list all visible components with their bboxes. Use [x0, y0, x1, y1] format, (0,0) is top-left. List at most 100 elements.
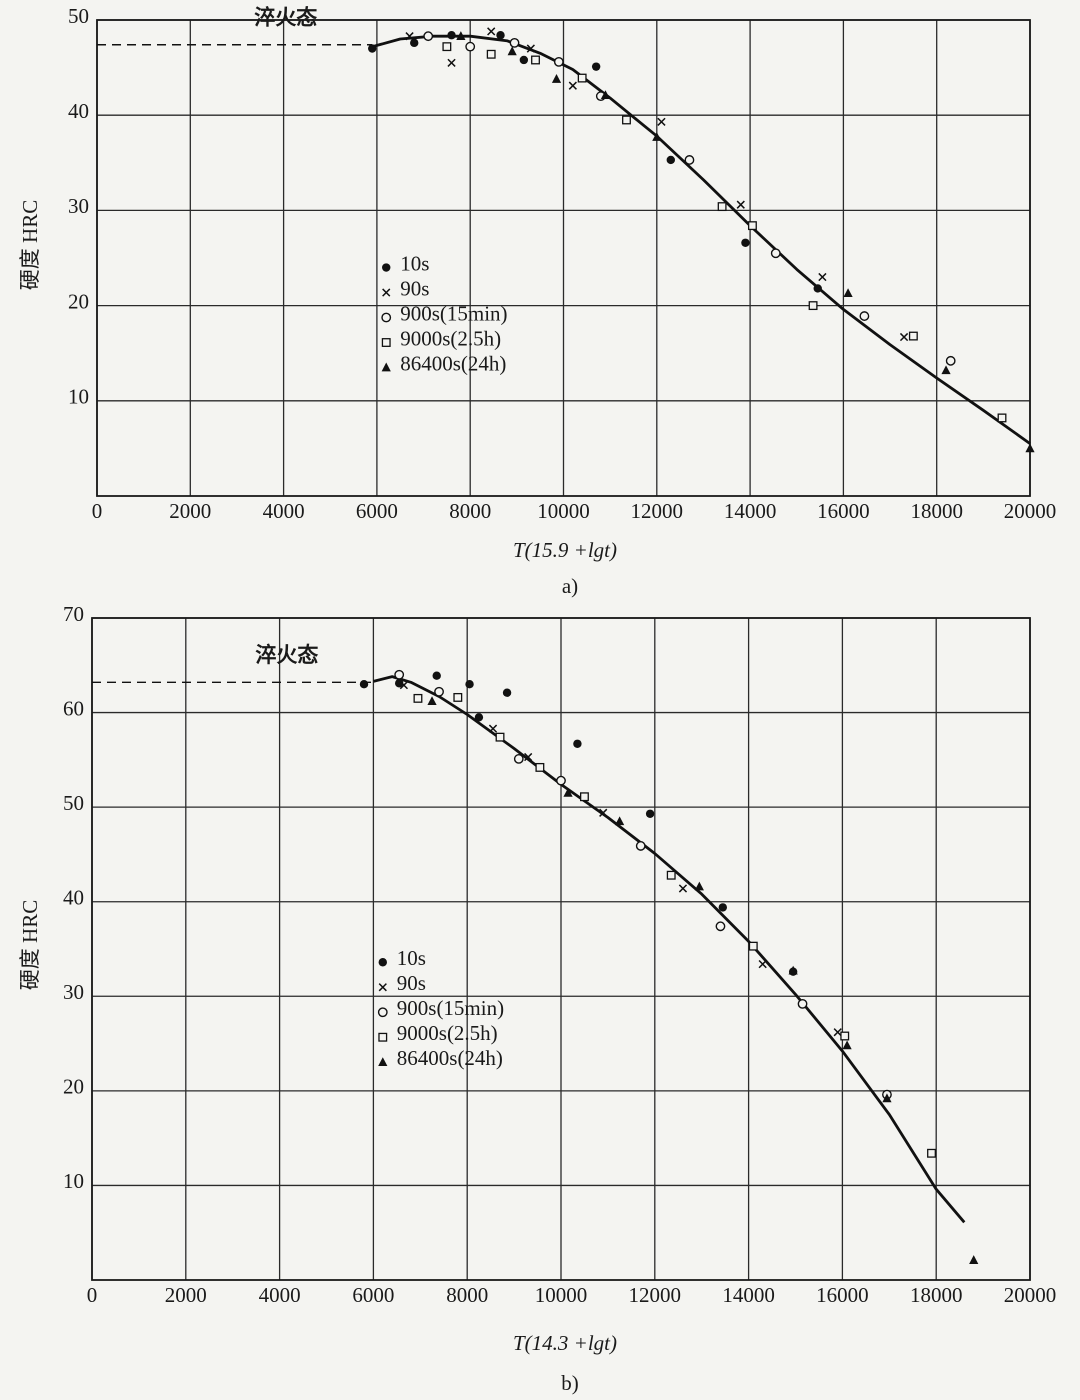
marker-dot: [474, 713, 484, 722]
marker-circle: [423, 31, 434, 42]
marker-x: [488, 724, 498, 733]
legend-label: 9000s(2.5h): [400, 326, 501, 350]
marker-triangle: [969, 1255, 979, 1264]
marker-triangle: [507, 46, 517, 56]
marker-square: [381, 338, 391, 347]
marker-circle: [509, 37, 520, 48]
x-tick-label: 14000: [722, 1283, 775, 1307]
marker-triangle: [842, 1040, 852, 1050]
marker-x: [657, 117, 666, 126]
legend-label: 9000s(2.5h): [397, 1021, 498, 1045]
x-tick-label: 2000: [169, 499, 211, 523]
x-axis-label: T(14.3 +lgt): [513, 1331, 617, 1355]
x-tick-label: 6000: [352, 1283, 394, 1307]
y-tick-label: 20: [68, 289, 89, 313]
marker-circle: [635, 841, 646, 851]
marker-circle: [797, 998, 808, 1009]
marker-x: [833, 1028, 842, 1037]
legend-label: 90s: [400, 276, 429, 300]
y-tick-label: 60: [63, 696, 84, 720]
marker-dot: [502, 688, 512, 697]
y-tick-label: 50: [68, 4, 89, 28]
x-tick-label: 16000: [817, 499, 870, 523]
marker-dot: [432, 671, 441, 680]
marker-square: [453, 692, 463, 702]
marker-dot: [394, 679, 404, 688]
y-axis-label: 硬度 HRC: [18, 900, 42, 990]
marker-circle: [556, 775, 566, 786]
y-tick-label: 50: [63, 791, 84, 815]
marker-square: [622, 115, 631, 125]
marker-square: [717, 202, 727, 212]
y-tick-label: 70: [63, 602, 84, 626]
marker-x: [524, 752, 533, 762]
marker-dot: [465, 680, 474, 689]
marker-triangle: [788, 965, 798, 975]
marker-square: [495, 732, 505, 742]
subplot-caption: a): [562, 574, 578, 598]
x-tick-label: 2000: [165, 1283, 207, 1307]
x-tick-label: 6000: [356, 499, 398, 523]
marker-triangle: [456, 31, 466, 40]
marker-dot: [666, 155, 675, 165]
marker-triangle: [427, 696, 437, 706]
marker-triangle: [843, 288, 853, 298]
marker-dot: [573, 739, 582, 748]
y-tick-label: 20: [63, 1075, 84, 1099]
marker-square: [486, 49, 496, 59]
marker-square: [840, 1031, 850, 1041]
chart: 0 2000 4000 6000 8000 10000 12000 14000 16000 180…: [18, 602, 1056, 1395]
marker-dot: [496, 31, 505, 40]
x-tick-label: 4000: [259, 1283, 301, 1307]
x-tick-label: 0: [87, 1283, 98, 1307]
marker-x: [758, 960, 767, 969]
marker-dot: [410, 38, 419, 48]
plot-frame: [96, 19, 1031, 497]
marker-x: [678, 884, 688, 893]
y-tick-label: 30: [68, 194, 89, 218]
fit-curve: [373, 675, 966, 1224]
marker-square: [748, 941, 758, 951]
y-tick-label: 10: [68, 385, 89, 409]
marker-x: [818, 272, 827, 282]
marker-circle: [465, 41, 476, 52]
marker-circle: [684, 155, 695, 165]
y-tick-label: 10: [63, 1169, 84, 1193]
marker-square: [908, 331, 918, 341]
marker-dot: [741, 238, 750, 247]
marker-dot: [718, 903, 728, 912]
x-tick-label: 20000: [1004, 499, 1057, 523]
marker-circle: [859, 311, 870, 321]
quenched-label: 淬火态: [255, 643, 318, 667]
marker-circle: [377, 1007, 388, 1018]
marker-x: [736, 200, 745, 209]
marker-square: [927, 1148, 936, 1158]
x-tick-label: 0: [92, 499, 103, 523]
x-tick-label: 8000: [446, 1283, 488, 1307]
y-tick-label: 40: [68, 99, 89, 123]
marker-circle: [394, 669, 405, 680]
marker-triangle: [563, 787, 573, 797]
marker-x: [382, 288, 391, 297]
marker-square: [577, 73, 587, 83]
x-tick-label: 14000: [724, 499, 777, 523]
y-axis-label: 硬度 HRC: [18, 200, 42, 290]
marker-triangle: [882, 1093, 892, 1103]
marker-x: [405, 32, 414, 41]
marker-x: [568, 81, 577, 90]
marker-x: [526, 44, 535, 53]
marker-dot: [368, 44, 377, 53]
fit-curve: [371, 34, 1031, 445]
marker-x: [487, 27, 496, 36]
marker-triangle: [694, 881, 704, 891]
marker-square: [580, 792, 589, 802]
y-tick-label: 40: [63, 886, 84, 910]
marker-circle: [715, 921, 726, 932]
marker-triangle: [551, 74, 562, 83]
marker-triangle: [941, 365, 951, 375]
x-tick-label: 8000: [449, 499, 491, 523]
marker-x: [447, 58, 456, 67]
x-tick-label: 12000: [629, 1283, 682, 1307]
